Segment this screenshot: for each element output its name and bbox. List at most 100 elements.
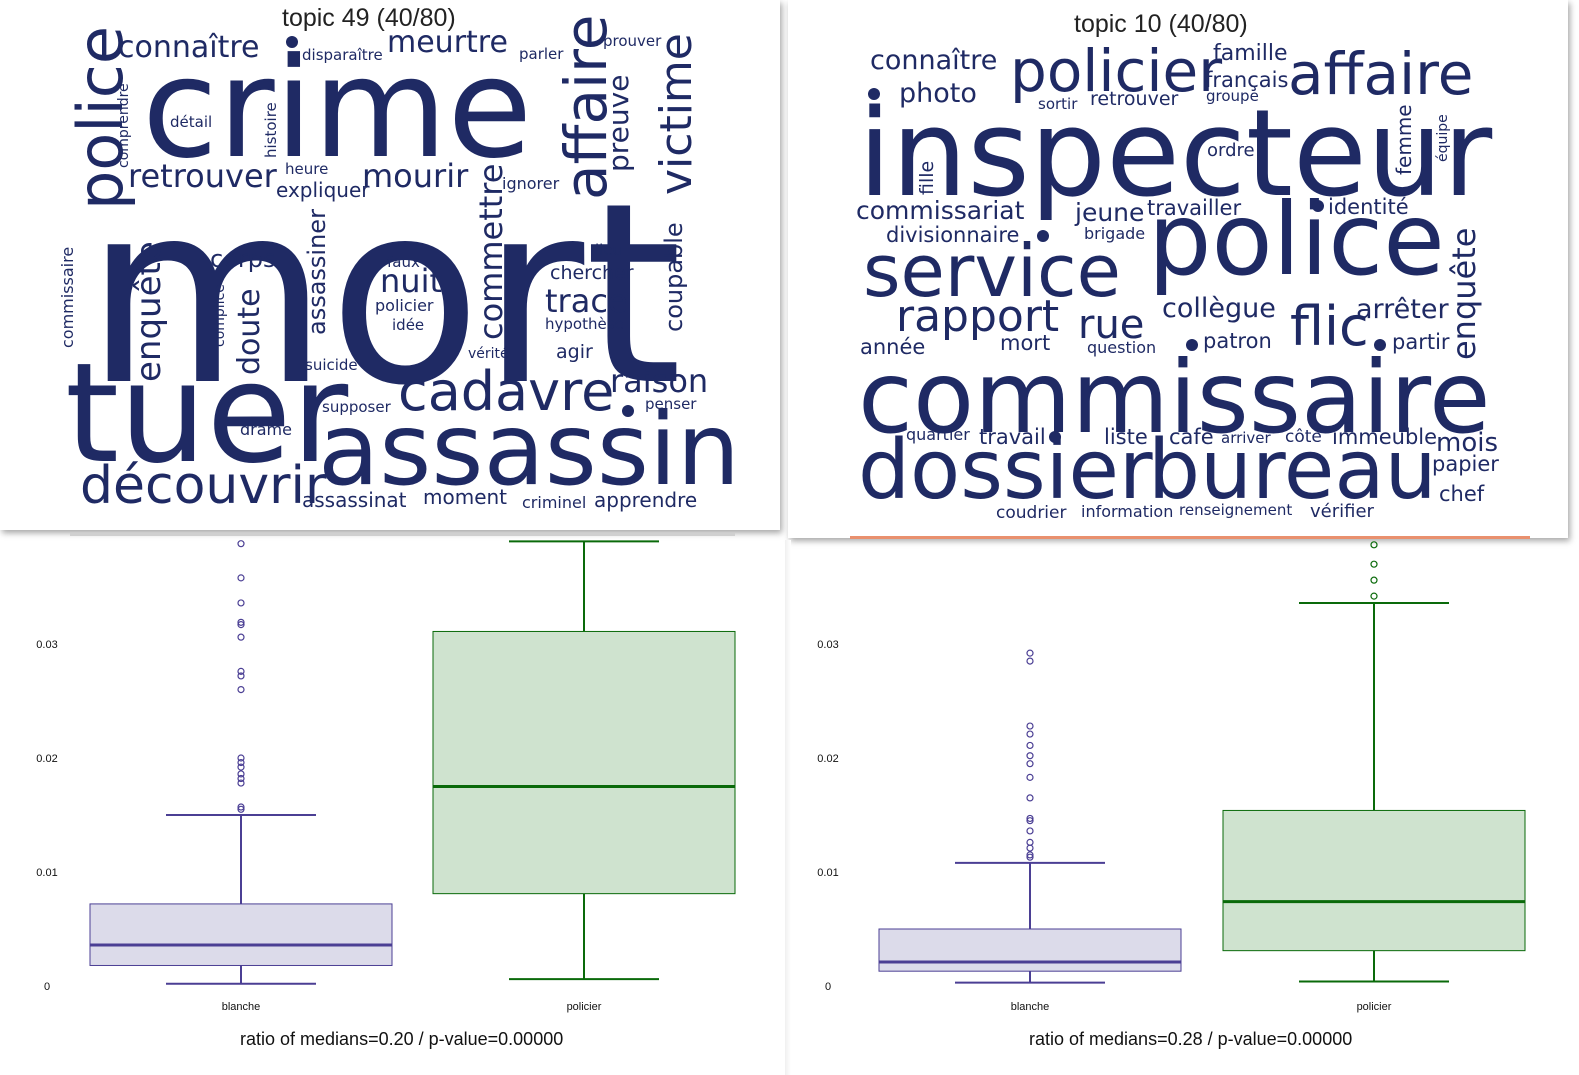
word-cadavre: cadavre	[398, 360, 615, 423]
word-crime: crime	[142, 28, 533, 189]
word-parler: parler	[519, 45, 564, 63]
y-tick-label: 0.03	[36, 639, 57, 651]
outlier-point	[1026, 814, 1034, 823]
word-dot	[868, 88, 880, 100]
word-raison: raison	[610, 362, 709, 400]
word-rue: rue	[1078, 302, 1145, 348]
word-équipe: équipe	[1435, 114, 1451, 162]
word-policier: policier	[375, 296, 434, 315]
word-service: service	[863, 229, 1121, 313]
word-tuer: tuer	[65, 333, 349, 494]
outlier-point	[237, 758, 245, 767]
word-drame: drame	[240, 420, 292, 439]
word-faux: faux	[387, 253, 420, 271]
outlier-point	[1026, 752, 1034, 760]
outlier-point	[1026, 851, 1034, 859]
word-côté: côté	[1285, 427, 1322, 447]
word-liste: liste	[1104, 425, 1148, 449]
word-flic: flic	[1290, 295, 1369, 358]
word-dot	[1037, 230, 1049, 242]
word-information: information	[1081, 502, 1174, 521]
word-famille: famille	[1213, 41, 1288, 66]
outlier-point	[1026, 817, 1034, 825]
outlier-point	[237, 774, 245, 783]
word-retrouver: retrouver	[128, 157, 277, 195]
outlier-point	[1370, 541, 1378, 549]
word-commissaire: commissaire	[58, 246, 77, 348]
word-dot	[286, 36, 298, 48]
outlier-point	[1026, 741, 1034, 750]
outlier-point	[237, 574, 245, 582]
word-assassiner: assassiner	[303, 209, 331, 335]
word-sortir: sortir	[1038, 95, 1078, 113]
word-dot	[622, 405, 634, 417]
word-corps: corps	[210, 245, 276, 273]
word-inspecteur: inspecteur	[858, 85, 1493, 224]
outlier-point	[237, 667, 245, 675]
word-collègue: collègue	[1162, 293, 1276, 324]
wordcloud-topic-49: topic 49 (40/80) mort crime tuer assassin po…	[0, 0, 780, 530]
x-tick-label: policier	[567, 1001, 602, 1013]
word-divisionnaire: divisionnaire	[886, 223, 1020, 247]
word-fille: fille	[916, 160, 938, 195]
outlier-point	[1026, 730, 1034, 738]
outlier-point	[1370, 560, 1378, 568]
word-ignorer: ignorer	[502, 174, 560, 193]
word-agir: agir	[556, 341, 593, 363]
y-tick-label: 0.03	[817, 639, 838, 651]
word-enquête: enquête	[129, 241, 169, 382]
word-dossier: dossier	[858, 423, 1153, 518]
word-complice: complice	[212, 284, 228, 347]
word-café: café	[1169, 425, 1214, 449]
outlier-point	[1026, 649, 1034, 657]
word-affaire: affaire	[1288, 40, 1474, 108]
word-penser: penser	[645, 395, 697, 413]
y-tick-label: 0.02	[817, 753, 838, 765]
y-tick-label: 0.02	[36, 753, 57, 765]
word-coupable: coupable	[660, 222, 688, 332]
box-policier	[1222, 809, 1526, 952]
outlier-point	[1026, 827, 1034, 835]
word-comprendre: comprendre	[116, 83, 132, 168]
y-tick-label: 0	[44, 981, 50, 993]
word-police: police	[1148, 181, 1445, 298]
word-ordre: ordre	[1207, 140, 1255, 161]
word-retrouver: retrouver	[1090, 88, 1179, 110]
word-arriver: arriver	[1221, 429, 1271, 447]
word-assassin: assassin	[318, 391, 741, 508]
outlier-point	[237, 621, 245, 629]
y-tick-label: 0.01	[817, 867, 838, 879]
word-preuve: preuve	[602, 74, 635, 172]
y-tick-label: 0	[825, 981, 831, 993]
outlier-point	[237, 805, 245, 813]
word-femme: femme	[1392, 104, 1416, 175]
word-apprendre: apprendre	[594, 488, 698, 512]
word-commissariat: commissariat	[856, 196, 1025, 225]
word-dot	[1312, 200, 1324, 212]
outlier-point	[237, 672, 245, 680]
wordcloud-topic-10: topic 10 (40/80) inspecteur commissaire po…	[788, 0, 1568, 538]
word-mort: mort	[85, 149, 683, 440]
box-blanche	[878, 928, 1182, 972]
word-travail: travail	[979, 425, 1046, 449]
outlier-point	[1026, 773, 1034, 781]
word-travailler: travailler	[1147, 196, 1242, 220]
outlier-point	[237, 754, 245, 762]
word-trace: trace	[545, 282, 628, 320]
word-mois: mois	[1436, 428, 1499, 458]
word-lieu: lieu	[595, 241, 623, 259]
word-idée: idée	[392, 316, 425, 334]
word-quartier: quartier	[906, 425, 970, 444]
word-policier: policier	[1010, 37, 1223, 105]
outlier-point	[237, 803, 245, 811]
word-découvrir: découvrir	[80, 456, 327, 516]
word-nuit: nuit	[380, 262, 442, 300]
word-question: question	[1087, 338, 1157, 357]
word-identité: identité	[1328, 195, 1409, 219]
outlier-point	[237, 633, 245, 641]
word-histoire: histoire	[262, 102, 280, 158]
word-vérité: vérité	[468, 346, 509, 362]
word-jeune: jeune	[1075, 198, 1145, 227]
word-coudrier: coudrier	[996, 503, 1067, 523]
outlier-point	[237, 763, 245, 771]
